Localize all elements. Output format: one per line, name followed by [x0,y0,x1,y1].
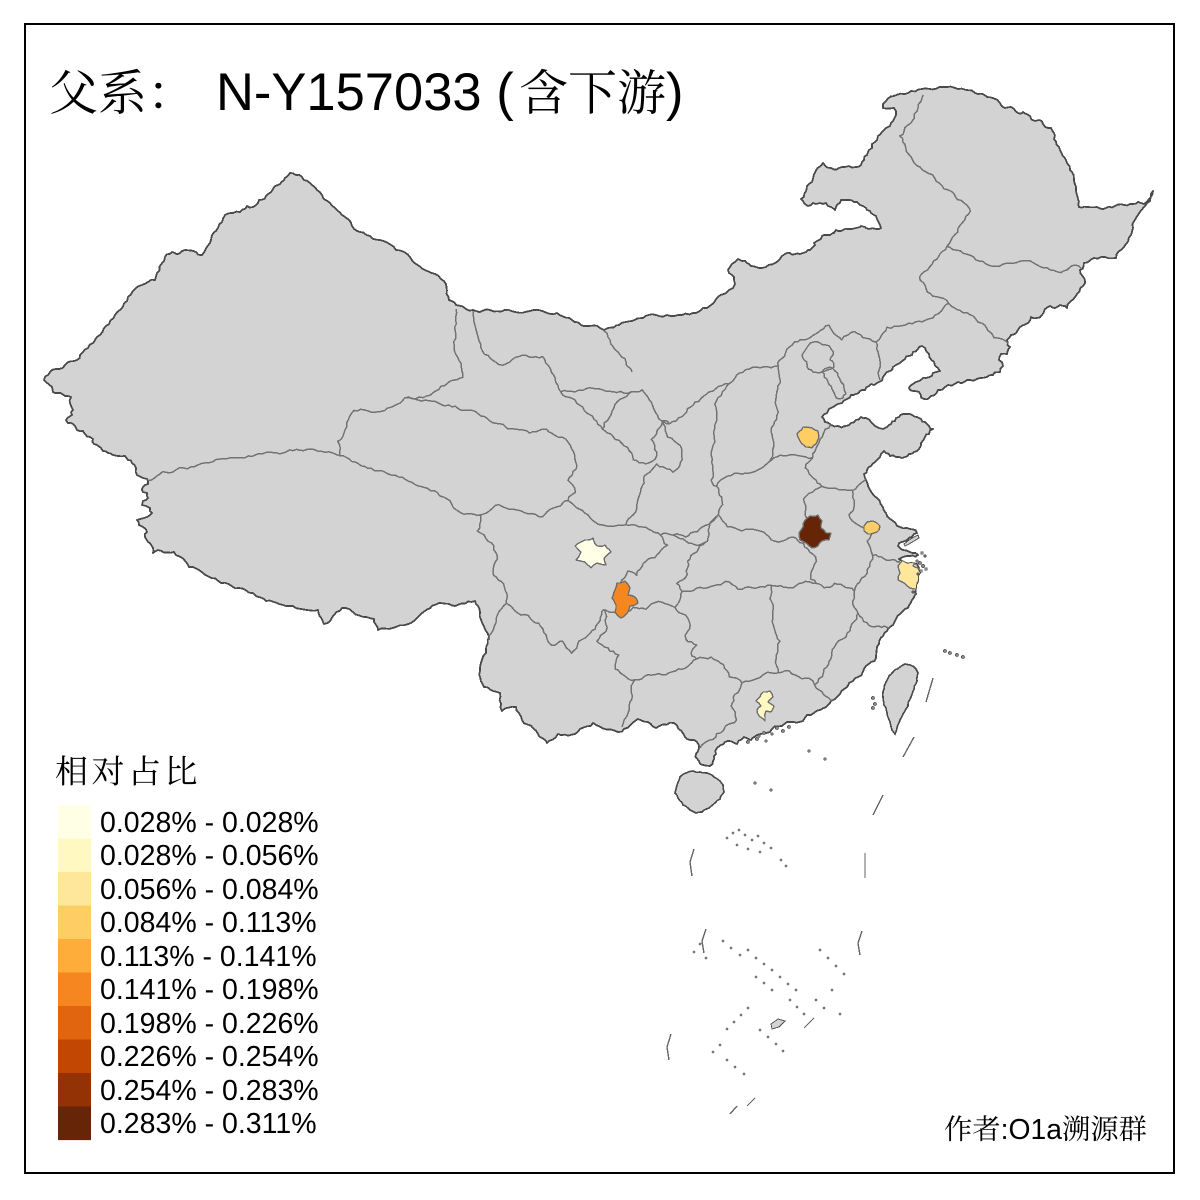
svg-text:0.028% - 0.056%: 0.028% - 0.056% [100,840,319,872]
svg-text:0.113% - 0.141%: 0.113% - 0.141% [100,941,317,973]
svg-text:0.198% - 0.226%: 0.198% - 0.226% [100,1008,319,1040]
svg-text:0.283% - 0.311%: 0.283% - 0.311% [100,1108,317,1140]
svg-text:0.056% - 0.084%: 0.056% - 0.084% [100,874,319,906]
svg-text:): ) [666,63,683,122]
svg-text:0.084% - 0.113%: 0.084% - 0.113% [100,907,317,939]
svg-text:0.141% - 0.198%: 0.141% - 0.198% [100,974,319,1006]
svg-text:0.028% - 0.028%: 0.028% - 0.028% [100,807,319,839]
svg-text:N-Y157033 (: N-Y157033 ( [216,63,514,122]
svg-text:0.254% - 0.283%: 0.254% - 0.283% [100,1075,319,1107]
svg-text:0.226% - 0.254%: 0.226% - 0.254% [100,1041,319,1073]
svg-text::O1a: :O1a [1001,1113,1063,1145]
